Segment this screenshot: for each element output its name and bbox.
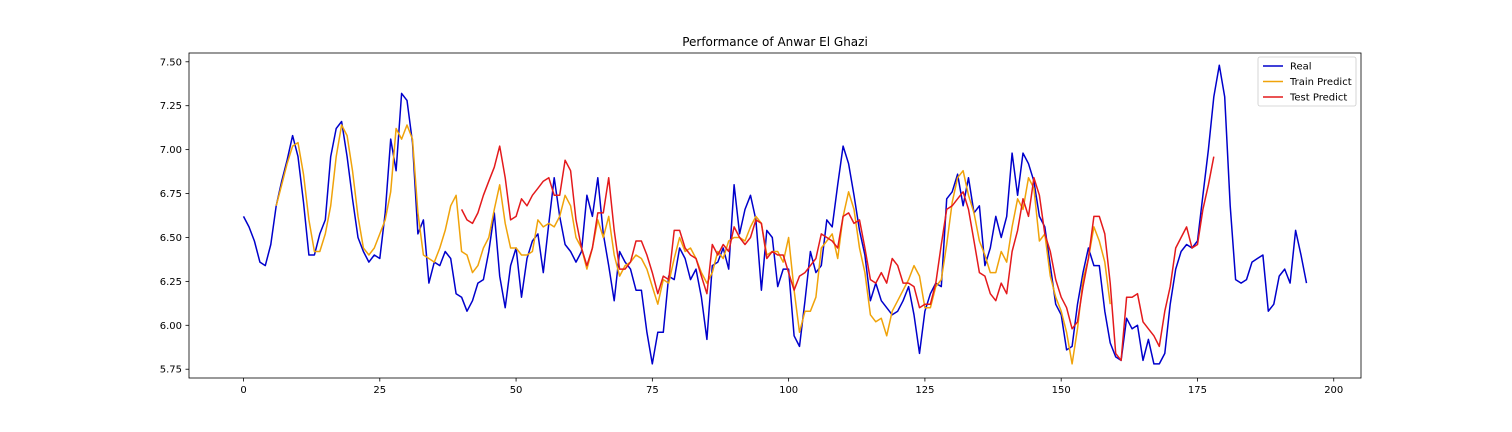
legend: Real Train Predict Test Predict [1257, 56, 1357, 107]
y-tick-label: 6.75 [160, 189, 182, 200]
x-tick-label: 25 [373, 385, 386, 396]
legend-label-2: Test Predict [1289, 93, 1347, 104]
x-tick-label: 125 [915, 385, 934, 396]
legend-box [1257, 56, 1357, 107]
x-tick-label: 75 [646, 385, 659, 396]
x-tick-label: 200 [1324, 385, 1343, 396]
x-tick-label: 175 [1188, 385, 1207, 396]
x-tick-label: 150 [1052, 385, 1071, 396]
series-line-2 [460, 145, 1215, 362]
series-line-1 [275, 124, 1111, 365]
y-tick-label: 7.25 [160, 101, 182, 112]
y-tick-label: 7.50 [160, 57, 182, 68]
plot-frame [188, 52, 1362, 379]
axes: 0 25 50 75 100 125 150 175 200 5.75 6.00 6.25 6.50 6.… [160, 52, 1362, 396]
series-line-0 [242, 64, 1308, 365]
y-tick-label: 6.50 [160, 233, 182, 244]
x-tick-label: 100 [779, 385, 798, 396]
y-tick-label: 6.25 [160, 277, 182, 288]
y-tick-label: 5.75 [160, 365, 182, 376]
chart-title: Performance of Anwar El Ghazi [682, 35, 868, 49]
legend-label-0: Real [1290, 62, 1312, 73]
x-tick-label: 0 [240, 385, 246, 396]
x-tick-label: 50 [510, 385, 523, 396]
legend-label-1: Train Predict [1289, 77, 1352, 88]
y-tick-label: 6.00 [160, 321, 182, 332]
plot-area [242, 64, 1308, 365]
y-tick-label: 7.00 [160, 145, 182, 156]
